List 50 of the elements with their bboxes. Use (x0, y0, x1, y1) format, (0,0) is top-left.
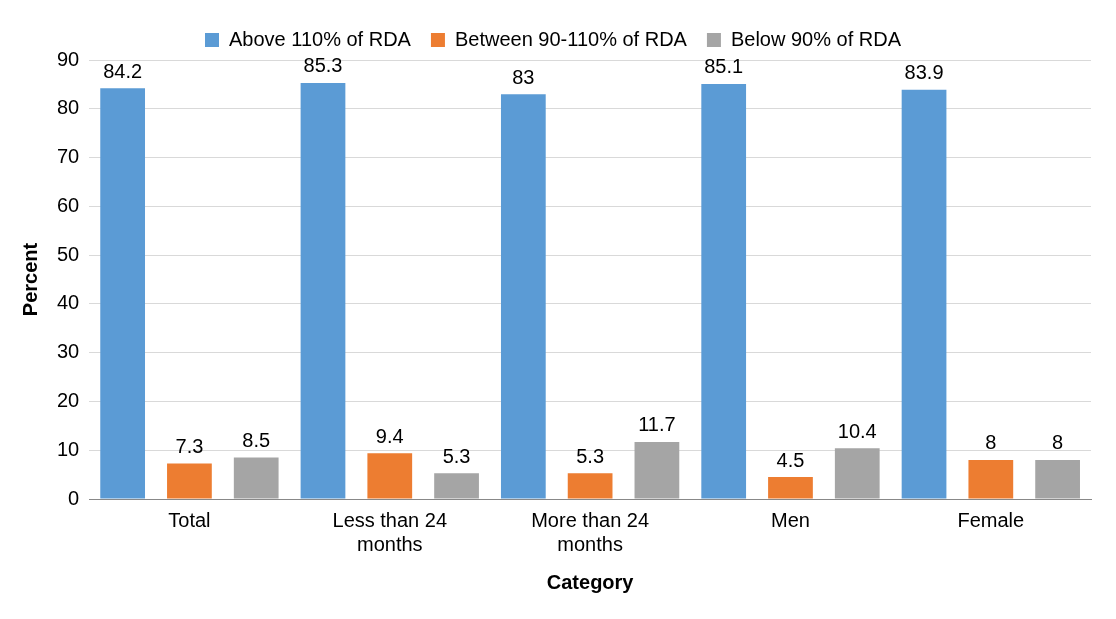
data-label: 4.5 (776, 448, 805, 471)
legend-label: Below 90% of RDA (730, 27, 902, 50)
y-tick-label: 30 (57, 340, 80, 363)
x-tick-label: Less than 24 months (332, 508, 448, 555)
data-label: 83 (512, 65, 535, 88)
legend-label: Between 90-110% of RDA (454, 27, 688, 50)
data-label: 8 (985, 431, 997, 454)
data-label: 84.2 (103, 59, 143, 82)
bar (233, 457, 279, 499)
data-label: 9.4 (375, 424, 404, 447)
y-tick-label: 20 (57, 388, 80, 411)
data-label: 11.7 (638, 413, 676, 436)
x-tick-label: Men (771, 508, 810, 531)
bar (768, 477, 813, 499)
bar (834, 448, 880, 499)
y-tick-label: 60 (57, 193, 80, 216)
x-axis-title: Category (546, 570, 635, 593)
bar (901, 89, 947, 499)
bar (968, 459, 1014, 499)
y-tick-label: 50 (57, 242, 80, 265)
bar (1035, 459, 1080, 499)
bar (500, 94, 546, 499)
y-tick-label: 40 (57, 291, 80, 314)
bar (167, 463, 212, 499)
data-label: 7.3 (175, 434, 204, 457)
y-axis-title: Percent (18, 242, 41, 317)
data-label: 8 (1052, 431, 1064, 454)
data-label: 5.3 (576, 444, 605, 467)
bar (367, 453, 413, 499)
y-tick-label: 70 (57, 145, 80, 168)
data-label: 85.1 (704, 55, 744, 78)
data-label: 83.9 (904, 61, 944, 84)
bar (567, 473, 613, 499)
legend-label: Above 110% of RDA (228, 27, 412, 50)
data-label: 5.3 (442, 444, 471, 467)
bar (100, 88, 146, 499)
y-tick-label: 0 (68, 486, 80, 509)
data-label: 8.5 (242, 429, 271, 452)
bar (701, 83, 747, 499)
bar (300, 82, 346, 499)
y-tick-label: 80 (57, 96, 80, 119)
data-label: 10.4 (837, 419, 877, 442)
y-tick-label: 90 (57, 47, 80, 70)
bar (434, 473, 479, 499)
y-tick-label: 10 (57, 437, 80, 460)
bar (634, 441, 680, 499)
x-tick-label: Female (957, 508, 1025, 531)
x-tick-label: Total (168, 508, 211, 531)
data-label: 85.3 (303, 54, 343, 77)
x-tick-label: More than 24 months (531, 508, 650, 555)
